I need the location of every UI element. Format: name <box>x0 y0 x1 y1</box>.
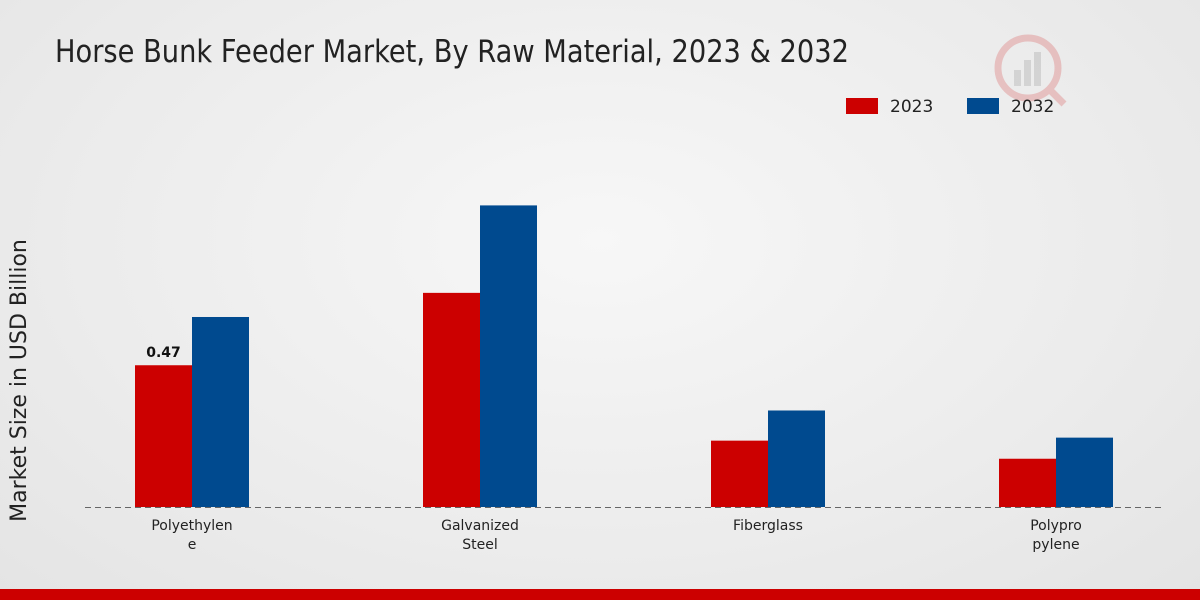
legend-swatch-2023 <box>846 98 878 114</box>
data-label-2023-0: 0.47 <box>146 345 181 361</box>
x-tick-label-polypropylene: Polypro pylene <box>1030 518 1082 553</box>
market-research-logo-icon <box>994 34 1067 107</box>
bar-2032-fiberglass <box>768 410 825 507</box>
bar-2032-polypropylene <box>1056 437 1113 507</box>
bar-2023-fiberglass <box>711 440 768 507</box>
chart-title: Horse Bunk Feeder Market, By Raw Materia… <box>55 34 849 70</box>
x-tick-label-galvanized-steel: Galvanized Steel <box>441 518 519 553</box>
bar-2023-polypropylene <box>999 458 1056 507</box>
bar-2023-galvanized-steel <box>423 292 480 507</box>
bar-2023-polyethylene <box>135 365 192 507</box>
legend-label-2032: 2032 <box>1011 97 1054 117</box>
bar-2032-galvanized-steel <box>480 205 537 507</box>
x-tick-label-polyethylene: Polyethylen e <box>151 518 232 553</box>
y-axis-label: Market Size in USD Billion <box>7 239 32 522</box>
bar-2032-polyethylene <box>192 316 249 507</box>
legend-label-2023: 2023 <box>890 97 933 117</box>
bottom-accent-bar <box>0 589 1200 600</box>
legend-swatch-2032 <box>967 98 999 114</box>
x-tick-label-fiberglass: Fiberglass <box>733 518 803 534</box>
